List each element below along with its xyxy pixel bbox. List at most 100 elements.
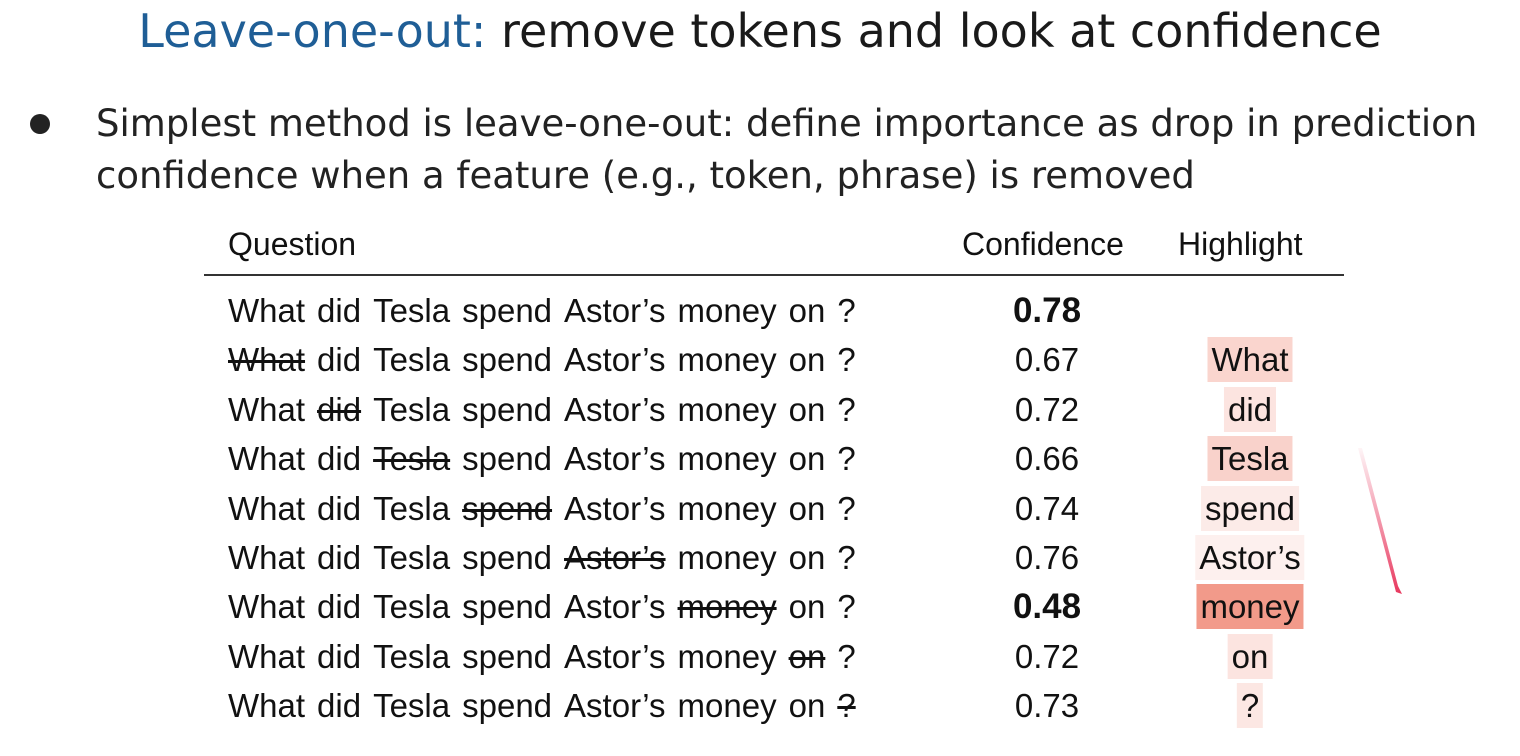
question-token: money — [677, 539, 777, 576]
question-token: did — [317, 588, 362, 626]
highlight-cell: Astor’s — [1195, 535, 1305, 580]
question-token: ? — [837, 637, 856, 675]
confidence-cell: 0.73 — [1014, 687, 1080, 725]
question-token: spend — [462, 440, 553, 478]
question-cell: What did Tesla spend Astor’s money on? — [228, 434, 856, 483]
question-cell: What did Tesla spend Astor’s money on? — [228, 582, 856, 631]
bullet-text: Simplest method is leave-one-out: define… — [96, 102, 1478, 197]
question-token: Tesla — [373, 588, 451, 626]
question-token: money — [677, 390, 777, 428]
question-cell: What did Tesla spend Astor’s money on? — [228, 335, 856, 384]
table-row: What did Tesla spend Astor’s money on? 0.73? — [204, 681, 1344, 730]
question-token: Astor’s — [564, 292, 666, 329]
question-token: Tesla — [373, 539, 451, 576]
question-cell: What did Tesla spend Astor’s money on? — [228, 286, 856, 335]
question-token: What — [228, 637, 306, 675]
question-token: Astor’s — [564, 390, 666, 428]
column-header-confidence: Confidence — [962, 226, 1124, 262]
question-cell: What did Tesla spend Astor’s money on? — [228, 484, 856, 533]
question-token: What — [228, 588, 306, 626]
question-token: did — [317, 341, 362, 379]
question-token: on — [788, 588, 826, 626]
question-token: spend — [462, 637, 553, 675]
header-rule — [204, 274, 1344, 276]
question-token: money — [677, 687, 777, 725]
bullet-dot-icon — [30, 114, 50, 134]
question-token: did — [317, 292, 362, 329]
table-row: What did Tesla spend Astor’s money on? 0.72 did — [204, 385, 1344, 434]
question-token: did — [317, 489, 362, 527]
question-token: on — [788, 687, 826, 725]
question-token: Tesla — [373, 292, 451, 329]
question-cell: What did Tesla spend Astor’s money on? — [228, 385, 856, 434]
table-row: What did Tesla spend Astor’s money on? 0.72 on — [204, 632, 1344, 681]
highlight-cell: on — [1227, 633, 1273, 679]
question-token: spend — [462, 341, 553, 379]
title-rest: remove tokens and look at confidence — [486, 4, 1382, 58]
question-token: money — [677, 341, 777, 379]
question-token: spend — [462, 588, 553, 626]
question-token: ? — [837, 489, 856, 527]
question-token: Tesla — [373, 390, 451, 428]
question-token: on — [788, 539, 826, 576]
question-token: What — [228, 292, 306, 329]
table-row: What did Tesla spend Astor’s money on? 0.76 Asto… — [204, 533, 1344, 582]
question-token: Tesla — [373, 637, 451, 675]
confidence-cell: 0.48 — [1012, 587, 1082, 627]
column-header-question: Question — [228, 226, 357, 262]
highlight-cell: did — [1223, 386, 1277, 432]
question-cell: What did Tesla spend Astor’s money on? — [228, 533, 856, 582]
question-token: on — [788, 489, 826, 527]
confidence-cell: 0.74 — [1014, 489, 1080, 527]
removed-token: spend — [462, 489, 553, 527]
question-token: did — [317, 637, 362, 675]
question-token: ? — [837, 539, 856, 576]
question-token: Astor’s — [564, 341, 666, 379]
confidence-cell: 0.67 — [1014, 341, 1080, 379]
highlight-cell: What — [1207, 337, 1293, 383]
question-token: spend — [462, 539, 553, 576]
confidence-cell: 0.66 — [1014, 440, 1080, 478]
question-token: Astor’s — [564, 489, 666, 527]
confidence-cell: 0.78 — [1012, 291, 1082, 330]
question-cell: What did Tesla spend Astor’s money on? — [228, 681, 856, 730]
question-token: did — [317, 687, 362, 725]
removed-token: did — [317, 390, 362, 428]
question-token: Astor’s — [564, 588, 666, 626]
confidence-cell: 0.72 — [1014, 637, 1080, 675]
highlight-cell: money — [1196, 584, 1304, 630]
highlight-cell: spend — [1201, 485, 1299, 531]
question-token: ? — [837, 341, 856, 379]
question-token: What — [228, 390, 306, 428]
removed-token: money — [677, 588, 777, 626]
question-token: ? — [837, 440, 856, 478]
question-token: spend — [462, 687, 553, 725]
question-token: did — [317, 440, 362, 478]
question-token: on — [788, 292, 826, 329]
highlight-cell: ? — [1236, 683, 1264, 729]
question-token: ? — [837, 390, 856, 428]
question-token: What — [228, 687, 306, 725]
removed-token: on — [788, 637, 826, 675]
question-token: Tesla — [373, 341, 451, 379]
question-token: money — [677, 489, 777, 527]
question-token: money — [677, 292, 777, 329]
table-row: What did Tesla spend Astor’s money on? 0.78 — [204, 286, 1344, 335]
question-cell: What did Tesla spend Astor’s money on? — [228, 632, 856, 681]
table-row: What did Tesla spend Astor’s money on? 0.66 Tesl… — [204, 434, 1344, 483]
question-token: Tesla — [373, 489, 451, 527]
question-token: ? — [837, 588, 856, 626]
question-token: on — [788, 390, 826, 428]
question-token: on — [788, 341, 826, 379]
question-token: money — [677, 440, 777, 478]
slide-title: Leave-one-out: remove tokens and look at… — [0, 2, 1520, 60]
removed-token: ? — [837, 687, 856, 725]
pen-mark-icon — [1358, 448, 1402, 594]
question-token: money — [677, 637, 777, 675]
question-token: ? — [837, 292, 856, 329]
question-token: Tesla — [373, 687, 451, 725]
removed-token: Astor’s — [564, 539, 666, 576]
question-token: What — [228, 489, 306, 527]
column-header-highlight: Highlight — [1178, 226, 1303, 262]
question-token: What — [228, 440, 306, 478]
